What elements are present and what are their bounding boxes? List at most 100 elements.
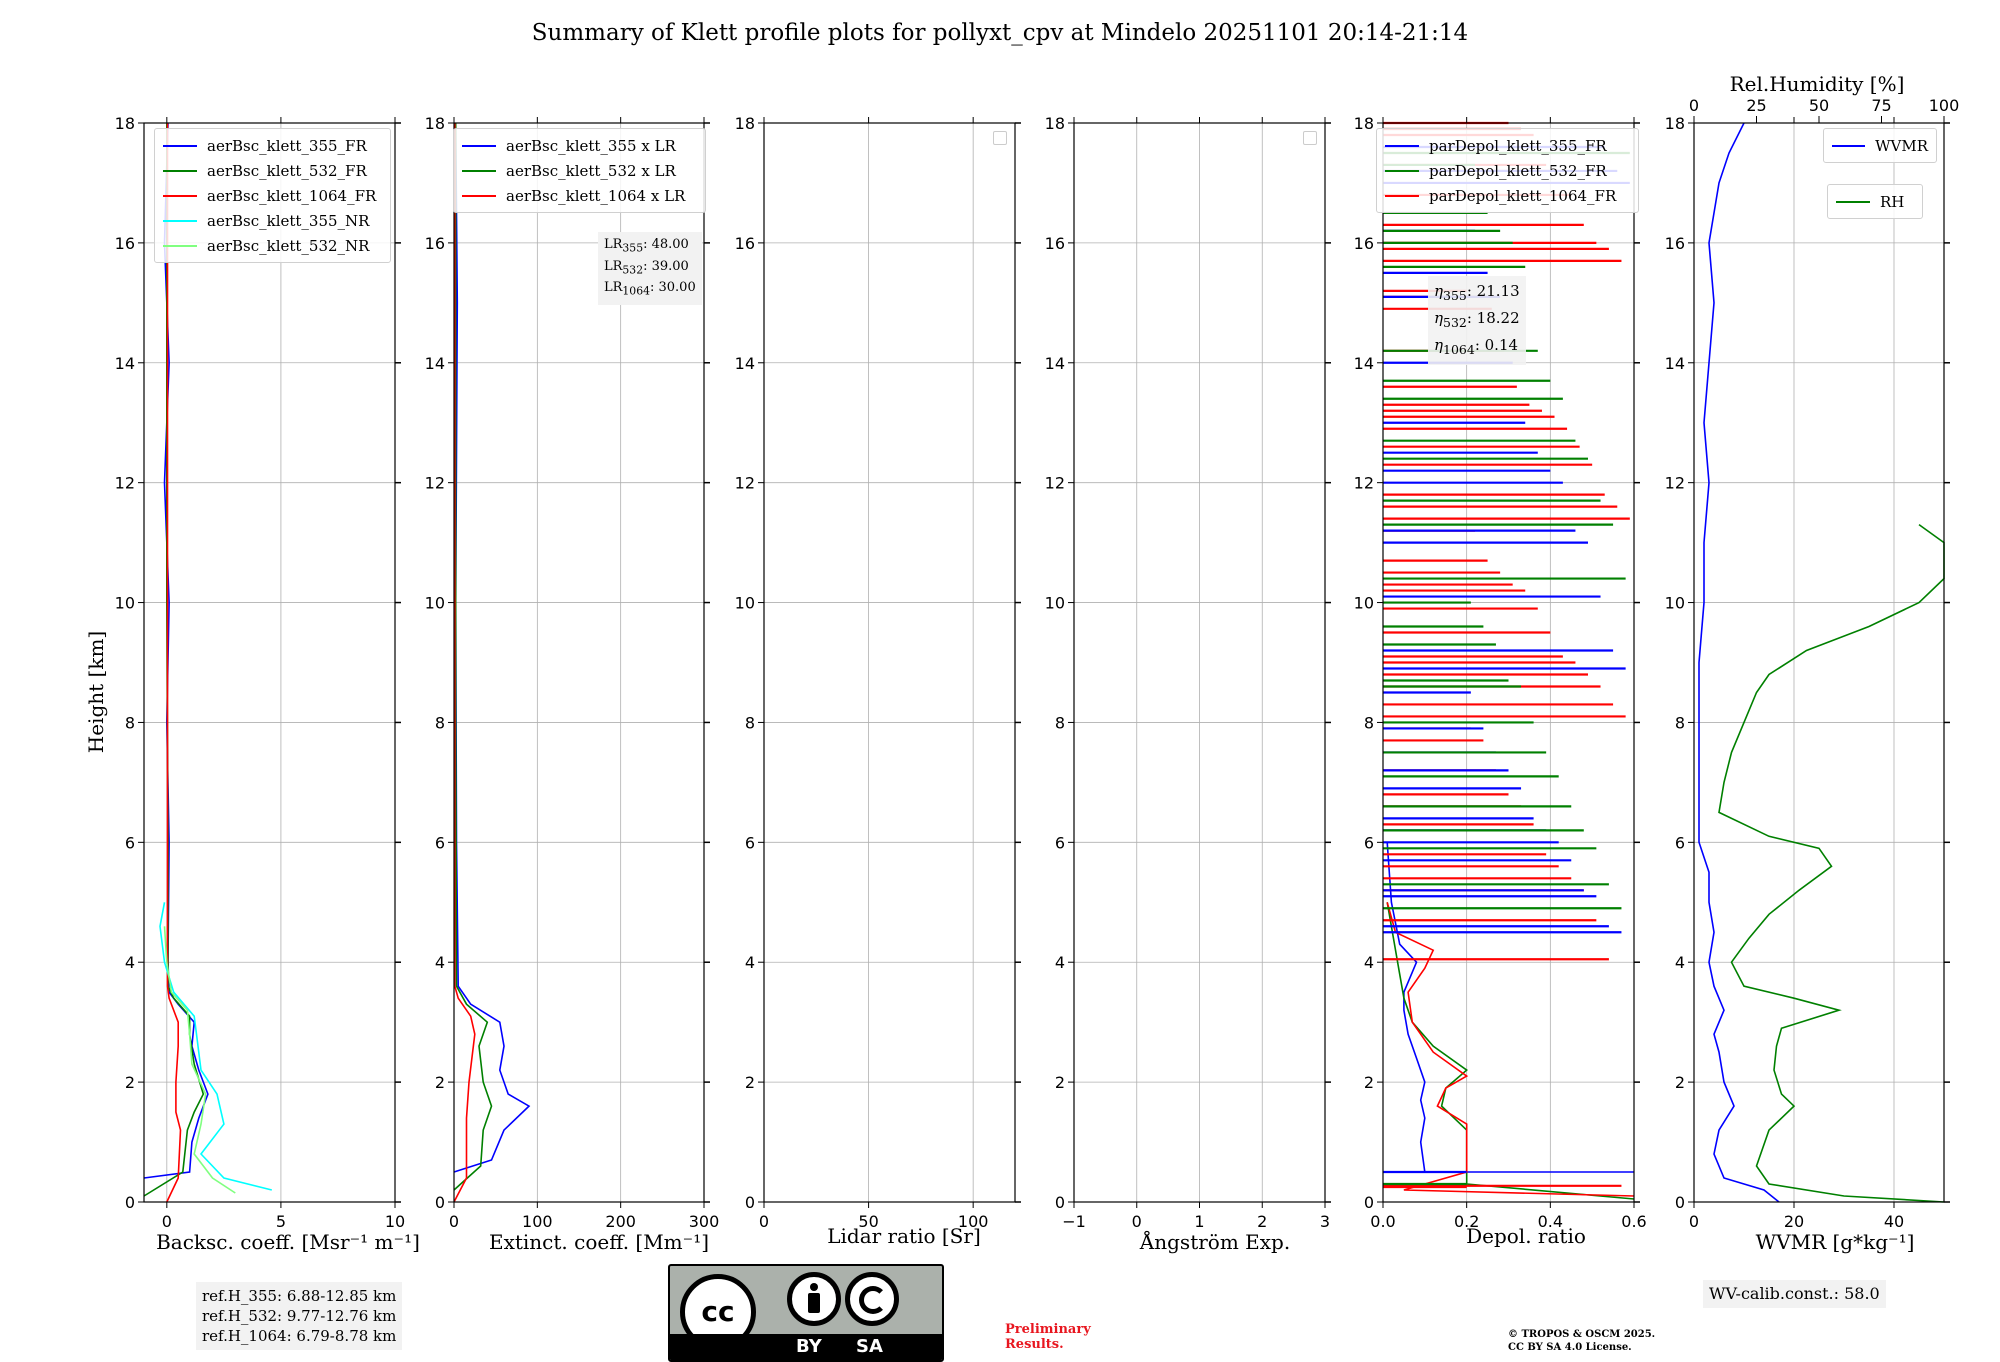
x-tick-label: 0 [162,1212,172,1231]
reference-height-info: ref.H_355: 6.88-12.85 km ref.H_532: 9.77… [196,1282,403,1350]
wv-calib-info: WV-calib.const.: 58.0 [1703,1280,1886,1308]
x-tick-label: 20 [1784,1212,1804,1231]
y-tick-label: 0 [1675,1193,1685,1212]
y-tick-label: 4 [1055,953,1065,972]
legend-entry: aerBsc_klett_532_FR [207,161,367,180]
legend-entry: WVMR [1875,136,1928,155]
y-axis-label: Height [km] [84,630,108,754]
eta-1064: η1064: 0.14 [1434,336,1519,357]
legend-extinction: aerBsc_klett_355 x LR aerBsc_klett_532 x… [453,128,706,213]
lr-1064: LR1064: 30.00 [604,280,696,298]
lr-355: LR355: 48.00 [604,237,689,255]
y-tick-label: 2 [125,1073,135,1092]
x-tick-label: −1 [1062,1212,1086,1231]
x-tick-label: 300 [689,1212,720,1231]
y-tick-label: 6 [435,833,445,852]
x-tick-label: 5 [276,1212,286,1231]
ref-h-355: ref.H_355: 6.88-12.85 km [202,1287,397,1305]
legend-entry: aerBsc_klett_355_FR [207,136,367,155]
y-tick-label: 18 [425,114,445,133]
y-tick-label: 18 [735,114,755,133]
x-tick-label: 0 [1132,1212,1142,1231]
x-tick-label: 40 [1884,1212,1904,1231]
y-tick-label: 0 [1055,1193,1065,1212]
series-line-aerBsc_klett_1064_FR [166,123,182,1203]
y-tick-label: 8 [435,713,445,732]
y-tick-label: 6 [125,833,135,852]
x-tick-label: 200 [605,1212,636,1231]
y-tick-label: 10 [1045,594,1065,613]
xlabel-depol: Depol. ratio [1466,1224,1586,1248]
x-tick-label: 0.4 [1538,1212,1563,1231]
y-tick-label: 12 [425,474,445,493]
xlabel-backscatter: Backsc. coeff. [Msr⁻¹ m⁻¹] [156,1230,420,1254]
ref-h-532: ref.H_532: 9.77-12.76 km [202,1307,397,1325]
y-tick-label: 4 [745,953,755,972]
y-tick-label: 18 [115,114,135,133]
legend-entry: aerBsc_klett_1064_FR [207,186,377,205]
y-tick-label: 16 [1045,234,1065,253]
legend-entry: parDepol_klett_355_FR [1429,136,1607,155]
series-line-parDepol_klett_1064_FR [1386,902,1635,1197]
y-tick-label: 16 [1354,234,1374,253]
legend-entry: aerBsc_klett_532_NR [207,236,370,255]
series-line-aerBsc_klett_532_FR [143,123,205,1197]
y-tick-label: 8 [1675,713,1685,732]
y-tick-label: 2 [1364,1073,1374,1092]
y-tick-label: 16 [735,234,755,253]
series-line-aerBsc_klett_532 x LR [453,123,493,1191]
y-tick-label: 2 [745,1073,755,1092]
y-tick-label: 14 [1665,354,1685,373]
y-tick-label: 0 [745,1193,755,1212]
legend-entry: aerBsc_klett_355 x LR [506,136,676,155]
y-tick-label: 10 [1354,594,1374,613]
series-line-aerBsc_klett_355_FR [143,122,209,1179]
x-tick-label: 0.2 [1454,1212,1479,1231]
y-tick-label: 10 [1665,594,1685,613]
series-line-aerBsc_klett_355_NR [159,902,272,1191]
lidar-ratio-info: LR355: 48.00 LR532: 39.00 LR1064: 30.00 [598,232,702,305]
rh-axis-label: Rel.Humidity [%] [1729,72,1905,96]
legend-entry: parDepol_klett_532_FR [1429,161,1607,180]
x-tick-label: 3 [1320,1212,1330,1231]
legend-wvmr: WVMR [1823,128,1937,163]
sa-share-icon [845,1272,899,1326]
x-tick-label: 0 [449,1212,459,1231]
rh-tick-label: 0 [1689,96,1699,115]
y-tick-label: 2 [1675,1073,1685,1092]
y-tick-label: 12 [1665,474,1685,493]
axes-frame [453,122,705,1203]
x-tick-label: 10 [385,1212,405,1231]
y-tick-label: 2 [1055,1073,1065,1092]
rh-tick-label: 100 [1929,96,1960,115]
y-tick-label: 0 [125,1193,135,1212]
eta-532: η532: 18.22 [1434,309,1520,330]
legend-entry: aerBsc_klett_355_NR [207,211,370,230]
axes-frame [143,122,396,1203]
y-tick-label: 12 [735,474,755,493]
y-tick-label: 0 [435,1193,445,1212]
legend-empty-angstrom [1303,131,1317,145]
y-tick-label: 4 [1675,953,1685,972]
y-tick-label: 14 [425,354,445,373]
series-line-RH [1718,523,1945,1203]
y-tick-label: 12 [115,474,135,493]
legend-entry: parDepol_klett_1064_FR [1429,186,1617,205]
ref-h-1064: ref.H_1064: 6.79-8.78 km [202,1327,397,1345]
y-tick-label: 10 [115,594,135,613]
y-tick-label: 14 [115,354,135,373]
y-tick-label: 8 [1364,713,1374,732]
y-tick-label: 12 [1354,474,1374,493]
y-tick-label: 8 [125,713,135,732]
x-tick-label: 2 [1257,1212,1267,1231]
y-tick-label: 8 [1055,713,1065,732]
x-tick-label: 100 [958,1212,989,1231]
y-tick-label: 6 [1364,833,1374,852]
y-tick-label: 18 [1045,114,1065,133]
series-line-aerBsc_klett_1064 x LR [453,123,476,1203]
copyright-note: © TROPOS & OSCM 2025. CC BY SA 4.0 Licen… [1508,1329,1656,1353]
x-tick-label: 1 [1194,1212,1204,1231]
figure-title: Summary of Klett profile plots for polly… [531,20,1469,46]
legend-entry: aerBsc_klett_1064 x LR [506,186,686,205]
cc-license-badge[interactable]: cc BY SA [668,1264,944,1362]
